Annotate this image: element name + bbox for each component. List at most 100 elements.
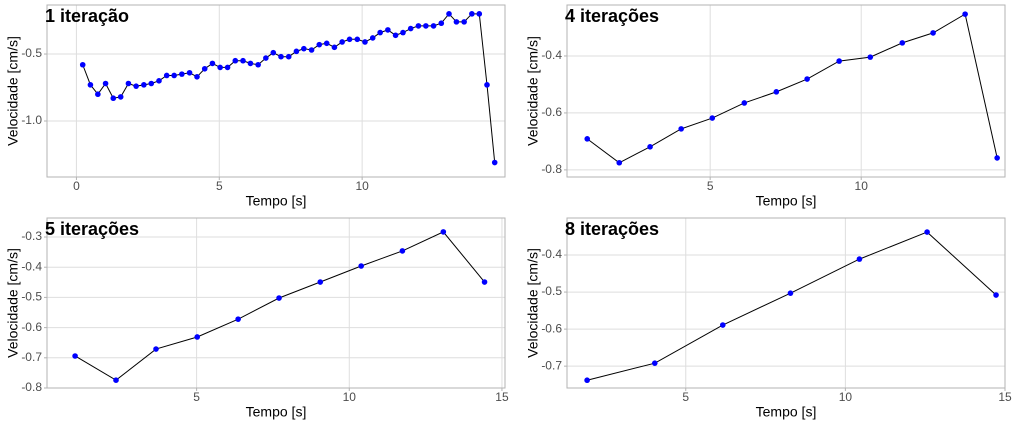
- y-tick-label: -0.5: [21, 290, 42, 304]
- data-point: [415, 23, 422, 29]
- data-point: [308, 47, 315, 53]
- data-point: [141, 82, 147, 88]
- data-point: [369, 35, 376, 41]
- data-point: [171, 72, 177, 79]
- data-point: [186, 69, 193, 76]
- data-point: [72, 353, 78, 359]
- data-point: [358, 263, 364, 269]
- chart-title: 5 iterações: [45, 219, 139, 239]
- data-point: [354, 36, 361, 43]
- data-point: [278, 53, 284, 60]
- data-point: [430, 23, 437, 29]
- data-point: [741, 100, 748, 106]
- data-point: [407, 25, 414, 32]
- y-tick-label: -0.7: [541, 358, 562, 372]
- data-point: [293, 48, 300, 55]
- data-point: [446, 11, 452, 17]
- data-point: [616, 159, 623, 166]
- chart-title: 8 iterações: [565, 219, 659, 239]
- data-point: [179, 71, 185, 77]
- data-point: [924, 229, 930, 235]
- data-point: [438, 20, 445, 27]
- data-point: [804, 76, 810, 82]
- data-point: [651, 360, 658, 366]
- data-point: [461, 19, 467, 25]
- plot-border: [566, 4, 1006, 178]
- y-tick-label: -0.5: [21, 46, 42, 60]
- data-point: [899, 40, 906, 46]
- y-tick-label: -0.8: [21, 380, 42, 394]
- data-point: [709, 115, 716, 121]
- data-point: [476, 11, 483, 17]
- data-point: [113, 377, 119, 383]
- data-point: [255, 61, 261, 68]
- x-axis-title: Tempo [s]: [246, 404, 307, 420]
- data-point: [331, 44, 338, 51]
- data-point: [87, 82, 94, 88]
- data-point: [270, 49, 277, 56]
- data-point: [317, 279, 324, 285]
- data-point: [125, 80, 132, 87]
- y-tick-label: -0.6: [21, 320, 42, 334]
- data-point: [362, 39, 368, 45]
- data-point: [867, 54, 874, 60]
- x-tick-label: 5: [193, 390, 200, 404]
- data-point: [856, 256, 863, 262]
- data-point: [285, 53, 292, 60]
- data-point: [346, 36, 353, 43]
- data-point: [647, 144, 653, 150]
- data-point: [469, 11, 475, 17]
- x-tick-label: 5: [707, 179, 714, 193]
- y-tick-label: -0.3: [21, 229, 42, 243]
- y-tick-label: -0.4: [21, 259, 42, 273]
- x-axis-title: Tempo [s]: [756, 193, 817, 209]
- data-point: [263, 55, 269, 61]
- x-tick-label: 5: [216, 179, 223, 193]
- data-point: [930, 30, 936, 36]
- data-point: [247, 60, 254, 67]
- x-tick-label: 10: [355, 179, 369, 193]
- x-tick-label: 10: [343, 390, 357, 404]
- data-point: [240, 57, 246, 64]
- data-point: [584, 377, 590, 384]
- data-point: [224, 64, 231, 71]
- x-axis-title: Tempo [s]: [246, 193, 307, 209]
- y-axis-title: Velocidade [cm/s]: [5, 248, 21, 358]
- data-point: [209, 60, 216, 67]
- plot-border: [46, 4, 506, 178]
- y-axis-title: Velocidade [cm/s]: [525, 248, 541, 358]
- data-point: [491, 159, 498, 166]
- y-tick-label: -0.7: [21, 350, 42, 364]
- chart-title: 4 iterações: [565, 6, 659, 26]
- data-point: [836, 58, 842, 64]
- plot-area: [47, 218, 505, 388]
- plot-area: [567, 5, 1005, 177]
- data-point: [232, 57, 239, 64]
- data-point: [235, 316, 241, 322]
- y-axis-title: Velocidade [cm/s]: [5, 36, 21, 146]
- data-point: [163, 72, 170, 79]
- data-point: [385, 27, 391, 33]
- data-point: [148, 80, 155, 87]
- data-point: [79, 61, 86, 68]
- data-point: [994, 155, 1000, 161]
- chart-title: 1 iteração: [45, 6, 129, 26]
- data-point: [276, 295, 282, 301]
- data-point: [217, 64, 223, 71]
- plot-area: [567, 218, 1005, 388]
- data-point: [399, 248, 406, 254]
- y-tick-label: -0.5: [541, 284, 562, 298]
- data-point: [392, 32, 399, 39]
- data-point: [110, 95, 117, 102]
- data-point: [678, 126, 684, 132]
- data-point: [194, 74, 200, 80]
- plot-border: [46, 217, 506, 389]
- plot-border: [566, 217, 1006, 389]
- data-point: [481, 279, 488, 285]
- x-tick-label: 15: [495, 390, 509, 404]
- data-point: [962, 11, 968, 17]
- data-point: [301, 45, 307, 52]
- x-tick-label: 5: [682, 390, 689, 404]
- data-point: [117, 94, 124, 100]
